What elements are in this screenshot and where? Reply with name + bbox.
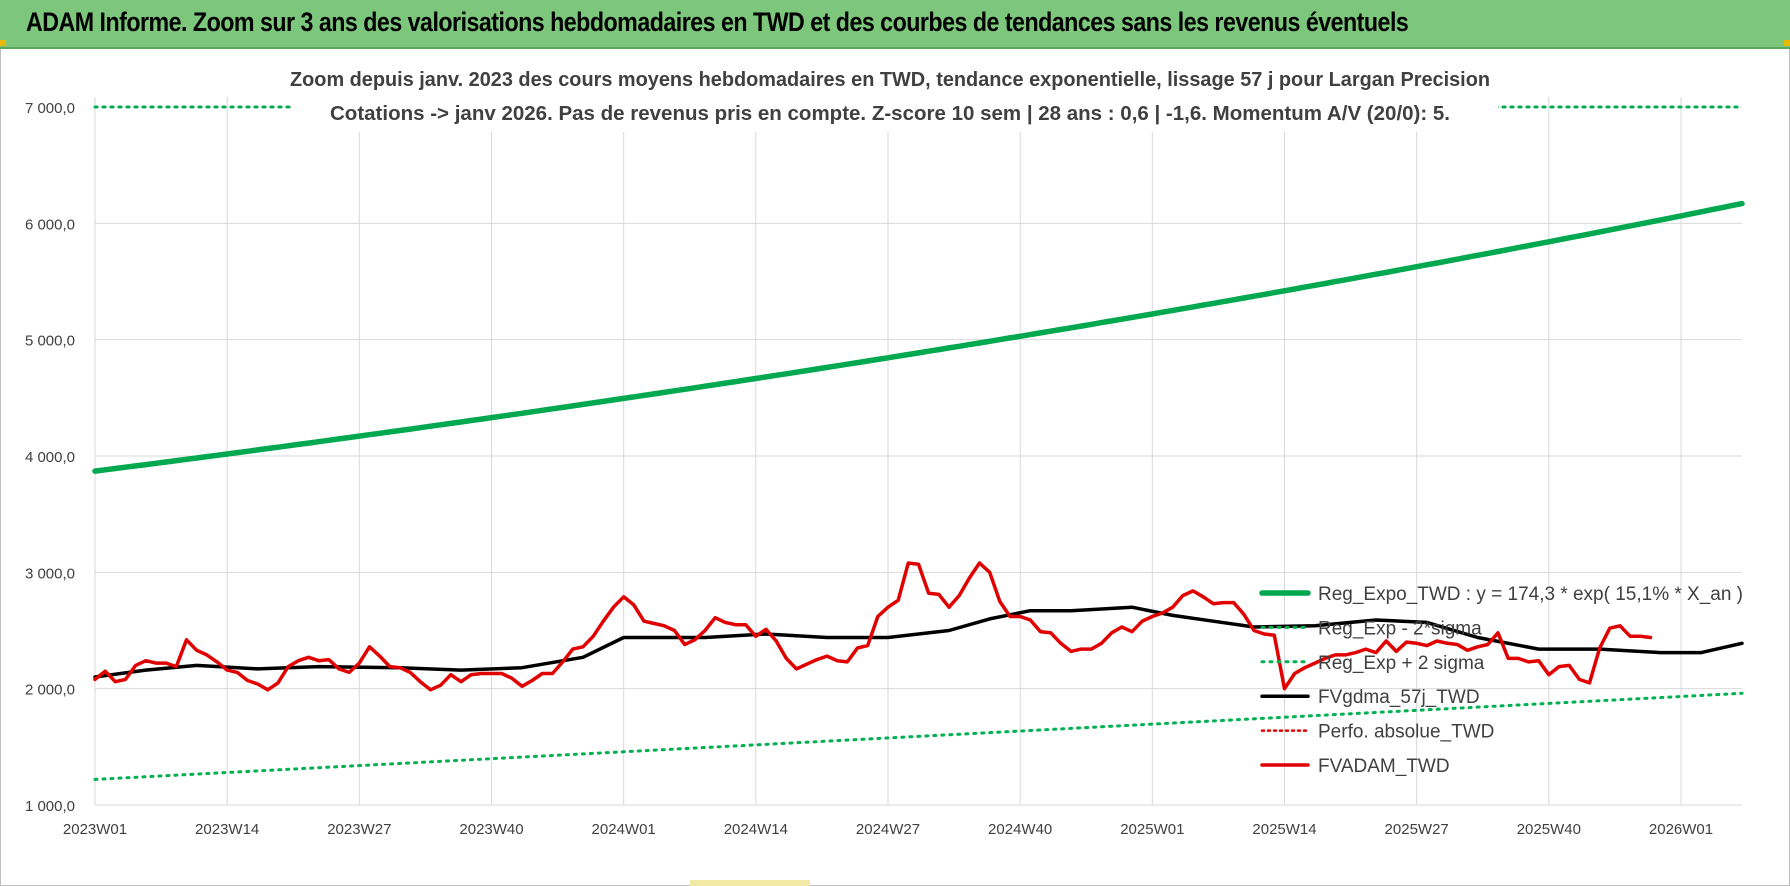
x-tick-label: 2024W01 bbox=[592, 821, 656, 838]
series-line-fvadam bbox=[93, 561, 1653, 692]
y-tick-label: 6 000,0 bbox=[25, 216, 75, 233]
title-banner: ADAM Informe. Zoom sur 3 ans des valoris… bbox=[0, 0, 1790, 49]
series-line-fvgdma bbox=[93, 605, 1744, 679]
y-tick-label: 7 000,0 bbox=[25, 100, 75, 117]
title-backing bbox=[292, 58, 1498, 132]
x-tick-label: 2023W14 bbox=[195, 821, 259, 838]
chart-title-line1: Zoom depuis janv. 2023 des cours moyens … bbox=[290, 69, 1490, 91]
corner-mark-right bbox=[1784, 40, 1790, 46]
y-tick-label: 4 000,0 bbox=[25, 449, 75, 466]
x-tick-label: 2025W40 bbox=[1517, 821, 1581, 838]
x-tick-label: 2023W01 bbox=[63, 821, 127, 838]
legend: Reg_Expo_TWD : y = 174,3 * exp( 15,1% * … bbox=[1259, 584, 1743, 777]
y-tick-label: 1 000,0 bbox=[25, 798, 75, 815]
y-axis-ticks: 1 000,0 2 000,0 3 000,0 4 000,0 5 000,0 6 000… bbox=[25, 100, 75, 815]
x-tick-label: 2025W01 bbox=[1120, 821, 1184, 838]
x-tick-label: 2026W01 bbox=[1649, 821, 1713, 838]
legend-label-reg-expo: Reg_Expo_TWD : y = 174,3 * exp( 15,1% * … bbox=[1318, 584, 1743, 605]
y-tick-label: 2 000,0 bbox=[25, 682, 75, 699]
line-chart: Zoom depuis janv. 2023 des cours moyens … bbox=[25, 58, 1745, 838]
series-layer bbox=[92, 105, 1745, 781]
x-tick-label: 2025W14 bbox=[1252, 821, 1316, 838]
x-axis-ticks: 2023W01 2023W14 2023W27 2023W40 2024W01 2024W… bbox=[63, 821, 1713, 838]
banner-title: ADAM Informe. Zoom sur 3 ans des valoris… bbox=[26, 7, 1409, 37]
chart-title-line2: Cotations -> janv 2026. Pas de revenus p… bbox=[330, 103, 1450, 125]
x-tick-label: 2025W27 bbox=[1385, 821, 1449, 838]
legend-label-fvgdma: FVgdma_57j_TWD bbox=[1318, 687, 1480, 708]
x-tick-label: 2023W40 bbox=[459, 821, 523, 838]
legend-label-reg-plus: Reg_Exp + 2 sigma bbox=[1318, 653, 1485, 674]
grid-layer bbox=[94, 97, 1742, 806]
legend-label-reg-minus: Reg_Exp - 2*sigma bbox=[1318, 618, 1482, 639]
legend-label-fvadam: FVADAM_TWD bbox=[1318, 756, 1450, 777]
x-tick-label: 2023W27 bbox=[327, 821, 391, 838]
series-line-reg-minus bbox=[93, 691, 1744, 781]
x-tick-label: 2024W40 bbox=[988, 821, 1052, 838]
y-tick-label: 3 000,0 bbox=[25, 565, 75, 582]
y-tick-label: 5 000,0 bbox=[25, 333, 75, 350]
bottom-strip bbox=[690, 880, 810, 886]
corner-mark-left bbox=[0, 40, 6, 46]
series-line-reg-expo bbox=[92, 200, 1745, 474]
x-tick-label: 2024W14 bbox=[724, 821, 788, 838]
legend-label-perfo: Perfo. absolue_TWD bbox=[1318, 722, 1494, 743]
x-tick-label: 2024W27 bbox=[856, 821, 920, 838]
